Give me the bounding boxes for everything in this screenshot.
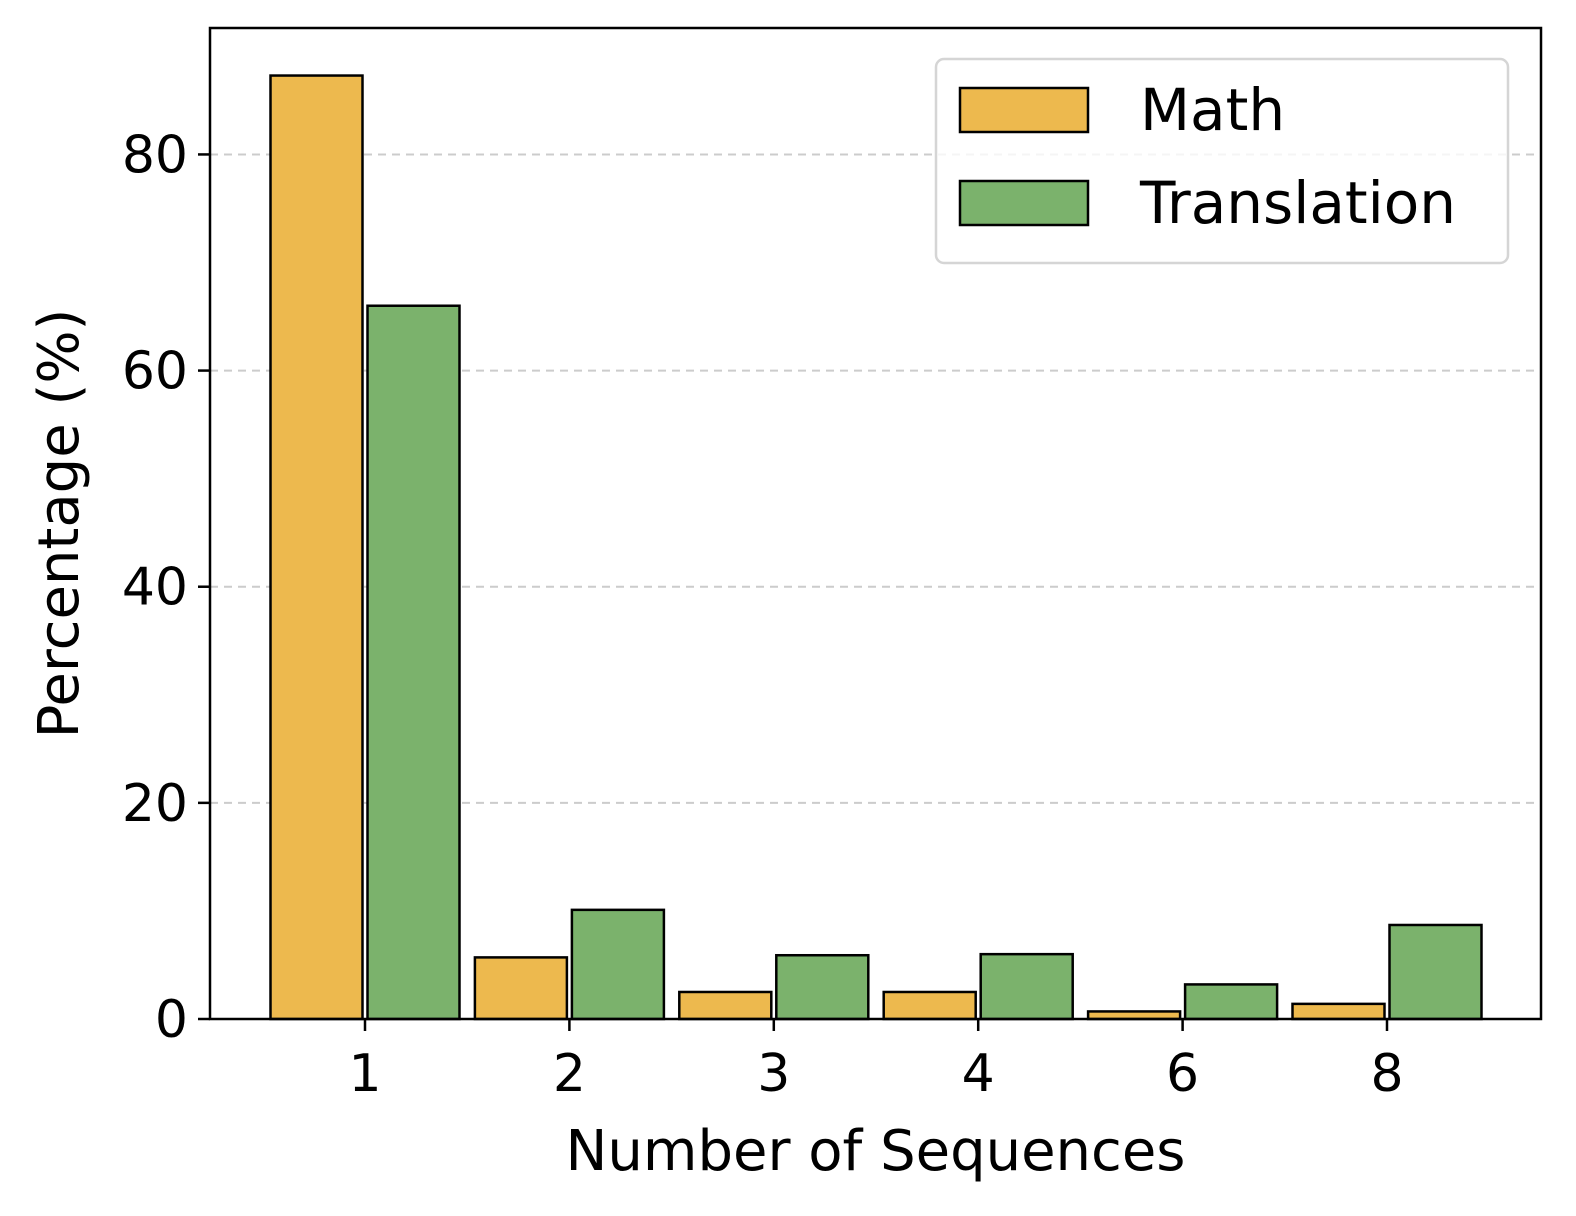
x-axis-ticks: 1 2 3 4 6 8 <box>348 1019 1404 1104</box>
x-axis-label: Number of Sequences <box>566 1119 1186 1184</box>
legend: Math Translation <box>934 57 1510 265</box>
x-tick-label: 4 <box>962 1044 995 1104</box>
bar-math-2 <box>473 956 569 1021</box>
x-tick-label: 6 <box>1166 1044 1199 1104</box>
bar-math-3 <box>678 990 773 1021</box>
x-tick-label: 2 <box>553 1044 586 1104</box>
legend-label-math: Math <box>1140 76 1285 144</box>
y-axis-label: Percentage (%) <box>27 309 92 739</box>
x-tick-label: 3 <box>757 1044 790 1104</box>
bar-translation-6 <box>1183 983 1279 1021</box>
y-axis-ticks: 0 20 40 60 80 <box>122 125 210 1050</box>
y-tick-label: 40 <box>122 558 188 618</box>
legend-label-translation: Translation <box>1139 169 1456 237</box>
x-tick-label: 1 <box>348 1044 381 1104</box>
legend-swatch-translation <box>958 179 1090 227</box>
bar-math-8 <box>1291 1002 1386 1021</box>
bar-translation-2 <box>570 908 666 1021</box>
y-tick-label: 20 <box>122 774 188 834</box>
x-tick-label: 8 <box>1370 1044 1403 1104</box>
legend-swatch-math <box>958 86 1090 134</box>
bar-translation-8 <box>1388 923 1483 1021</box>
bar-translation-3 <box>775 953 870 1021</box>
bar-math-1 <box>269 74 364 1021</box>
y-tick-label: 80 <box>122 125 188 185</box>
plot-frame <box>208 26 1543 1021</box>
y-tick-label: 60 <box>122 342 188 402</box>
bar-math-4 <box>882 990 977 1021</box>
bar-translation-1 <box>366 304 461 1021</box>
y-tick-label: 0 <box>155 990 188 1050</box>
bar-translation-4 <box>979 952 1074 1021</box>
